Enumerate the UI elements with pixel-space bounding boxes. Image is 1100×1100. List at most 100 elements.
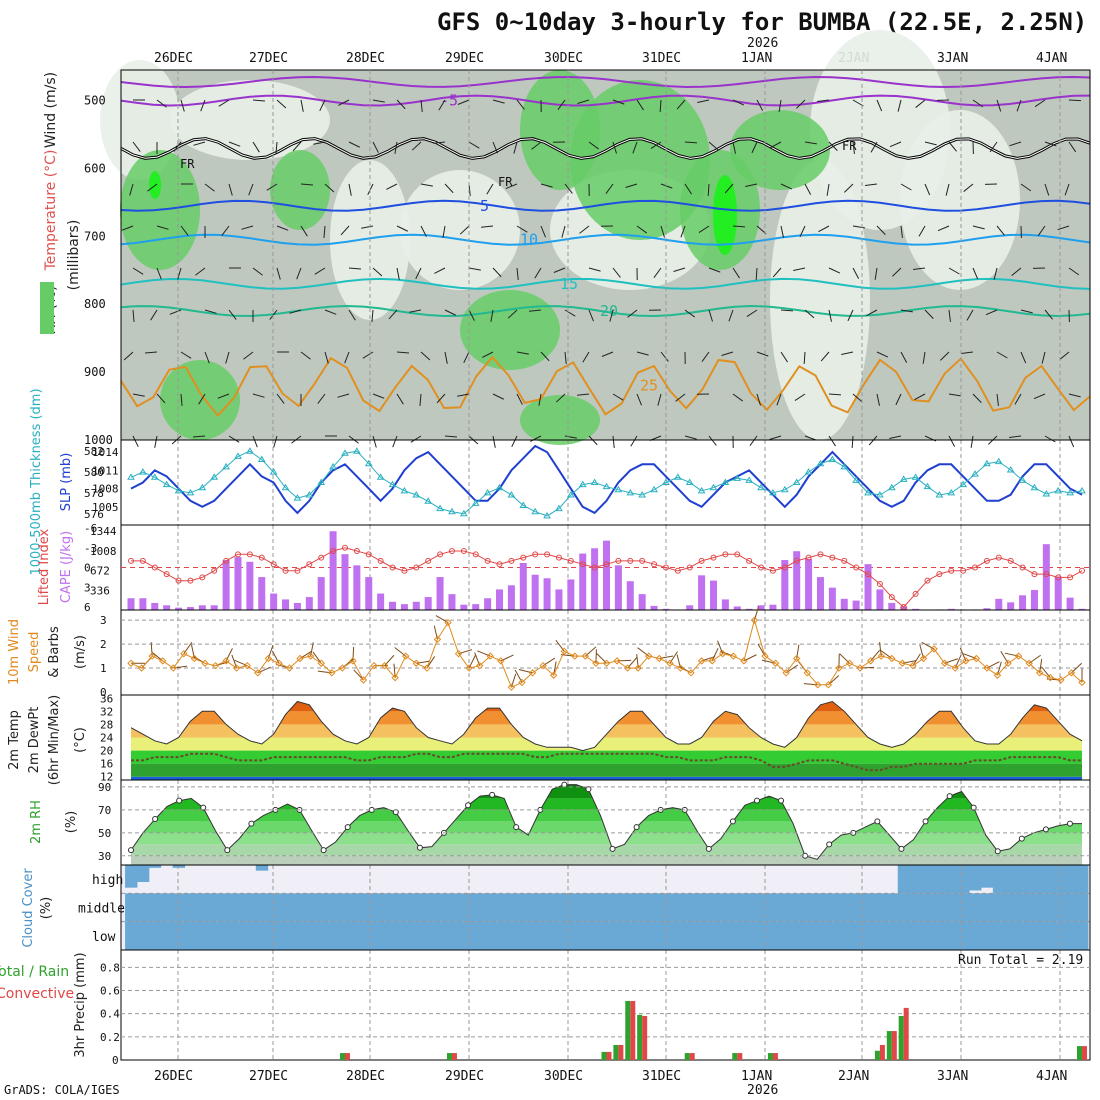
rh-line — [130, 784, 1082, 860]
cape-bar — [686, 605, 694, 610]
cape-bar — [436, 577, 444, 610]
precip-tick-label: 0.8 — [100, 961, 120, 974]
temp-label-b: 2m DewPt — [27, 707, 42, 774]
cloud-cell-low — [446, 921, 459, 950]
wind-barb — [1044, 435, 1056, 443]
cloud-level-label: low — [92, 930, 116, 945]
rh-point — [946, 793, 953, 800]
wind-barb — [348, 309, 356, 321]
wind-barb — [948, 309, 951, 322]
cloud-cell-high — [1076, 865, 1089, 894]
wind-barb — [409, 309, 422, 313]
rh-band — [131, 784, 1082, 787]
wind-barb — [513, 141, 518, 154]
temp-band — [131, 750, 1082, 764]
cloud-cell-low — [802, 921, 816, 950]
wind-barb — [492, 435, 496, 448]
wind-barb — [534, 267, 542, 279]
cape-bar — [567, 579, 575, 610]
cloud-cell-high — [172, 865, 185, 868]
wind-barb — [697, 99, 710, 103]
wind-barb — [948, 435, 956, 447]
wind-speed-point — [180, 649, 188, 658]
wind-barb — [490, 309, 494, 322]
thickness-panel — [120, 439, 1091, 526]
wind-barb — [724, 183, 734, 194]
cape-bar — [900, 606, 908, 610]
wind-speed-point — [359, 676, 368, 684]
wind-barb — [314, 267, 326, 275]
thickness-point — [828, 455, 837, 463]
rh-band — [131, 798, 1082, 810]
cape-bar — [234, 557, 242, 610]
wind-barb — [396, 267, 400, 280]
wind-barb — [243, 351, 254, 360]
lifted-index-point — [555, 554, 562, 561]
wind-barb — [918, 225, 926, 237]
isotherm-label: 5 — [480, 197, 489, 215]
wind-barb — [870, 141, 878, 153]
cape-bar — [377, 593, 385, 610]
wind-barb — [132, 309, 135, 322]
thickness-point — [923, 482, 932, 490]
thickness-point — [507, 491, 516, 498]
rh-band — [131, 809, 1082, 822]
wind-barb — [769, 435, 782, 440]
cape-bar — [912, 608, 920, 610]
precip-total-bar — [767, 1053, 773, 1060]
wind-barb — [636, 393, 642, 406]
wind-barb — [746, 309, 758, 317]
cape-axis-label: CAPE (J/kg) — [59, 531, 74, 603]
cape-bar — [733, 606, 741, 610]
wind-barb — [300, 225, 308, 237]
cloud-cell-low — [743, 921, 756, 950]
wind-barb — [966, 309, 974, 321]
precip-run-total: Run Total = 2.19 — [958, 953, 1083, 968]
wind-speed-point — [962, 657, 970, 665]
wind-barb — [701, 351, 710, 363]
cape-bar — [389, 601, 397, 610]
wind-barb — [579, 225, 590, 234]
isotherm-label: 20 — [600, 302, 618, 320]
wind-speed-point — [581, 652, 590, 660]
wind-barb — [972, 393, 982, 403]
wind-barb — [372, 393, 385, 399]
rh-point — [585, 786, 592, 793]
wind-barb — [557, 99, 566, 111]
wind-barb — [217, 393, 230, 399]
thickness-point — [293, 494, 302, 501]
cloud-cell-middle — [612, 893, 625, 922]
cloud-cell-low — [909, 921, 923, 950]
wind-barb — [180, 393, 183, 406]
cloud-cell-middle — [909, 893, 923, 922]
wind-barb — [940, 351, 950, 361]
lifted-index-line — [131, 547, 1083, 608]
thickness-point — [257, 455, 266, 463]
wind-barb — [636, 351, 649, 356]
temp-label-c: (6hr Min/Max) — [47, 695, 62, 785]
cloud-cell-low — [612, 921, 625, 950]
lifted-index-point — [425, 557, 432, 564]
wind-speed-point — [507, 683, 516, 691]
cape-bar — [781, 560, 789, 610]
cloud-cell-low — [873, 921, 887, 950]
cloud-cell-high — [945, 865, 958, 894]
cloud-cell-high — [933, 865, 946, 894]
cloud-cell-low — [327, 921, 340, 950]
cape-bar — [496, 589, 504, 610]
wind-barb — [804, 435, 817, 441]
wind-barb — [396, 99, 406, 110]
wind-speed-point — [454, 649, 463, 658]
cloud-cell-low — [731, 921, 744, 950]
wind-barb — [1020, 351, 1027, 364]
wind-speed-point — [190, 654, 199, 663]
wind-barb — [193, 435, 206, 438]
thickness-point — [127, 473, 135, 480]
thickness-point — [1066, 488, 1074, 496]
cloud-cell-low — [576, 921, 590, 950]
date-label-top: 28DEC — [346, 51, 385, 66]
wind-speed-point — [148, 652, 156, 660]
cloud-cell-low — [291, 921, 304, 950]
rh-high-patch — [520, 395, 600, 445]
cape-bar — [519, 562, 527, 610]
